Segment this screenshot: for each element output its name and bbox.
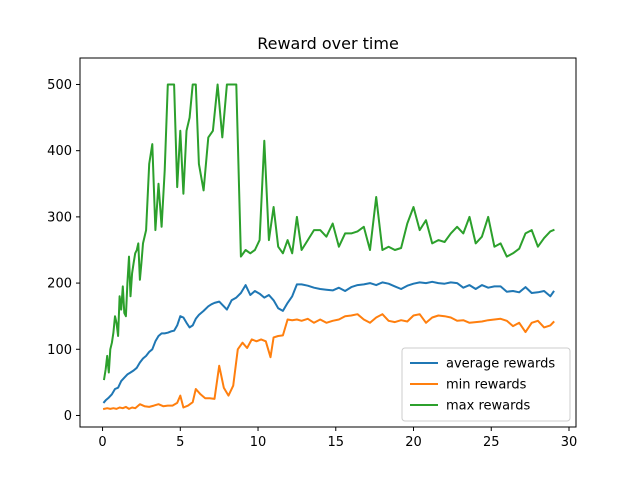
legend-label: average rewards [446,357,555,372]
series-line-average-rewards [102,280,555,404]
x-tick-label: 20 [405,435,422,450]
y-tick-label: 200 [47,277,72,292]
plot-area [102,83,555,411]
legend-box [401,347,571,422]
x-tick-label: 30 [561,435,578,450]
y-tick-label: 100 [47,343,72,358]
y-tick-label: 500 [47,78,72,93]
legend-label: max rewards [446,399,530,414]
x-tick-label: 5 [176,435,184,450]
x-tick-label: 0 [98,435,106,450]
axes-frame [79,57,577,428]
x-tick-label: 15 [328,435,345,450]
legend: average rewards min rewards max rewards [401,347,571,422]
series-line-max-rewards [102,83,555,381]
legend-label: min rewards [446,378,527,393]
y-tick-label: 400 [47,144,72,159]
y-tick-label: 0 [64,409,72,424]
x-tick-label: 25 [483,435,500,450]
x-tick-label: 10 [250,435,267,450]
chart-title: Reward over time [257,34,399,53]
y-tick-label: 300 [47,210,72,225]
series-line-min-rewards [102,313,555,411]
